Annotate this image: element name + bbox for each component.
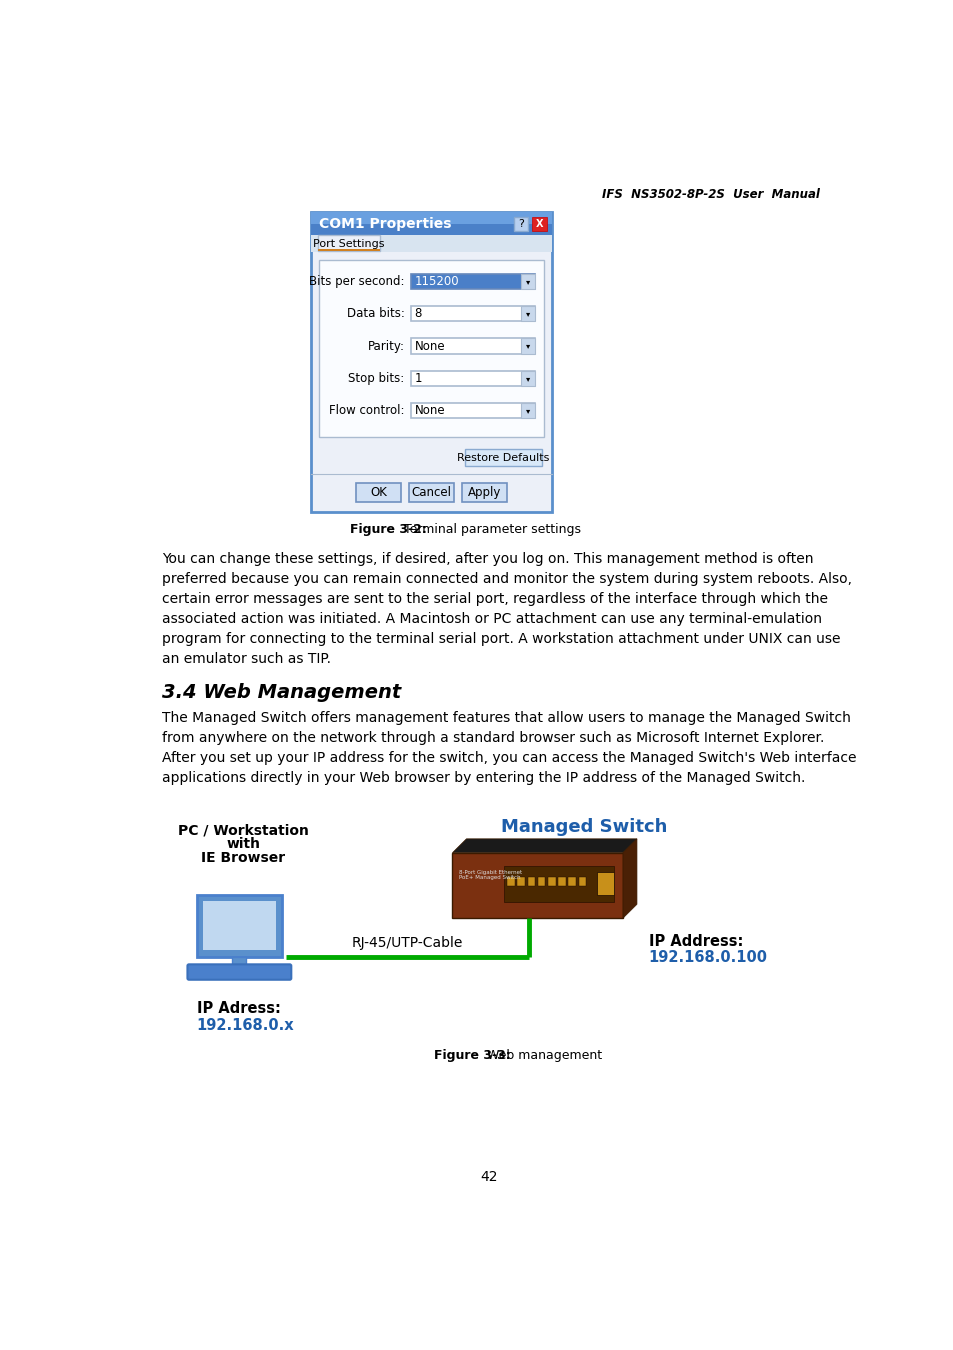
Text: X: X (535, 219, 542, 228)
Bar (520, 306, 534, 321)
Bar (356, 483, 401, 502)
Text: 192.168.0.x: 192.168.0.x (196, 1018, 294, 1033)
Bar (520, 371, 534, 386)
Text: RJ-45/UTP-Cable: RJ-45/UTP-Cable (352, 937, 463, 950)
Text: Cancel: Cancel (411, 486, 451, 500)
Text: Port Settings: Port Settings (313, 239, 384, 248)
Text: Data bits:: Data bits: (346, 308, 404, 320)
Text: 1: 1 (415, 371, 421, 385)
Bar (311, 235, 551, 252)
Bar (517, 878, 524, 887)
Bar (520, 404, 534, 418)
Text: ▾: ▾ (525, 277, 529, 286)
Text: Bits per second:: Bits per second: (309, 275, 404, 288)
Text: Terminal parameter settings: Terminal parameter settings (399, 522, 580, 536)
Bar (410, 306, 534, 321)
Bar (537, 878, 545, 887)
Text: You can change these settings, if desired, after you log on. This management met: You can change these settings, if desire… (162, 552, 813, 567)
Bar (317, 248, 379, 251)
Bar (410, 371, 534, 386)
Text: IP Address:: IP Address: (648, 934, 742, 949)
Text: COM1 Properties: COM1 Properties (319, 216, 451, 231)
Bar (409, 483, 454, 502)
Bar (547, 878, 556, 887)
Text: ▾: ▾ (525, 374, 529, 383)
Bar (452, 853, 622, 918)
Text: ▾: ▾ (525, 406, 529, 416)
Bar (464, 450, 542, 466)
Text: IE Browser: IE Browser (201, 850, 285, 865)
Text: IFS  NS3502-8P-2S  User  Manual: IFS NS3502-8P-2S User Manual (601, 188, 819, 201)
Text: applications directly in your Web browser by entering the IP address of the Mana: applications directly in your Web browse… (162, 771, 804, 786)
Bar (311, 212, 551, 224)
Text: After you set up your IP address for the switch, you can access the Managed Swit: After you set up your IP address for the… (162, 751, 856, 765)
Text: Parity:: Parity: (367, 340, 404, 352)
Bar (578, 878, 586, 887)
Text: program for connecting to the terminal serial port. A workstation attachment und: program for connecting to the terminal s… (162, 632, 840, 647)
Bar (203, 902, 275, 950)
Text: ▾: ▾ (525, 342, 529, 351)
Bar (233, 957, 246, 965)
FancyBboxPatch shape (187, 964, 291, 980)
Text: Apply: Apply (467, 486, 500, 500)
Text: Figure 3-2:: Figure 3-2: (350, 522, 427, 536)
Bar (597, 872, 614, 895)
Bar (507, 878, 515, 887)
Text: PC / Workstation: PC / Workstation (177, 824, 309, 837)
Bar (317, 235, 379, 251)
Bar (319, 259, 543, 437)
Text: certain error messages are sent to the serial port, regardless of the interface : certain error messages are sent to the s… (162, 593, 827, 606)
Bar (311, 212, 551, 513)
Bar (514, 216, 528, 231)
Text: Flow control:: Flow control: (329, 404, 404, 417)
Bar (520, 339, 534, 354)
Bar (558, 878, 565, 887)
Bar (520, 274, 534, 289)
Text: 42: 42 (479, 1170, 497, 1184)
Text: 8-Port Gigabit Ethernet
PoE+ Managed Switch: 8-Port Gigabit Ethernet PoE+ Managed Swi… (458, 869, 521, 880)
Bar (461, 483, 506, 502)
Text: with: with (226, 837, 260, 852)
Text: Web management: Web management (483, 1049, 602, 1061)
Text: Figure 3-3:: Figure 3-3: (434, 1049, 510, 1061)
Text: IP Adress:: IP Adress: (196, 1002, 280, 1017)
Bar (503, 865, 614, 902)
Text: ?: ? (518, 219, 524, 228)
Text: ▾: ▾ (525, 309, 529, 319)
Polygon shape (452, 838, 637, 853)
Bar (196, 895, 282, 957)
Text: associated action was initiated. A Macintosh or PC attachment can use any termin: associated action was initiated. A Macin… (162, 613, 821, 626)
Text: Managed Switch: Managed Switch (500, 818, 667, 836)
Text: The Managed Switch offers management features that allow users to manage the Man: The Managed Switch offers management fea… (162, 711, 850, 725)
Bar (531, 216, 546, 231)
Text: 192.168.0.100: 192.168.0.100 (648, 950, 767, 965)
Bar (527, 878, 535, 887)
Text: from anywhere on the network through a standard browser such as Microsoft Intern: from anywhere on the network through a s… (162, 732, 823, 745)
Bar (410, 274, 534, 289)
Text: None: None (415, 340, 445, 352)
Bar (311, 212, 551, 235)
Text: 3.4 Web Management: 3.4 Web Management (162, 683, 400, 702)
Polygon shape (622, 838, 637, 918)
Text: None: None (415, 404, 445, 417)
Bar (410, 404, 534, 418)
Bar (568, 878, 576, 887)
Text: Stop bits:: Stop bits: (348, 371, 404, 385)
Bar (410, 339, 534, 354)
Text: an emulator such as TIP.: an emulator such as TIP. (162, 652, 331, 667)
Text: OK: OK (370, 486, 387, 500)
Text: 8: 8 (415, 308, 421, 320)
Text: preferred because you can remain connected and monitor the system during system : preferred because you can remain connect… (162, 572, 851, 586)
Text: Restore Defaults: Restore Defaults (457, 452, 549, 463)
Text: 115200: 115200 (415, 275, 458, 288)
